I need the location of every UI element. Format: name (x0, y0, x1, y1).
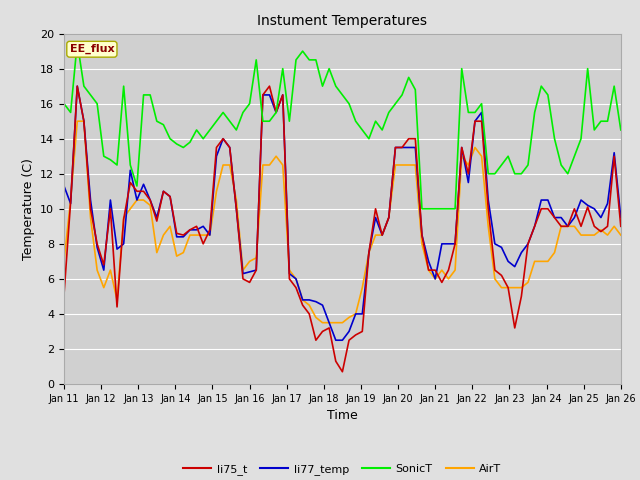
SonicT (232, 127, 240, 133)
Line: AirT: AirT (64, 121, 621, 323)
Title: Instument Temperatures: Instument Temperatures (257, 14, 428, 28)
li75_t (232, 206, 240, 212)
AirT (597, 227, 605, 233)
li77_temp (232, 206, 240, 212)
li75_t (60, 292, 68, 298)
Line: SonicT: SonicT (64, 42, 621, 209)
AirT (159, 232, 167, 238)
Y-axis label: Temperature (C): Temperature (C) (22, 158, 35, 260)
li77_temp (239, 271, 247, 276)
SonicT (159, 122, 167, 128)
Text: EE_flux: EE_flux (70, 44, 114, 54)
Legend: li75_t, li77_temp, SonicT, AirT: li75_t, li77_temp, SonicT, AirT (179, 460, 506, 480)
AirT (617, 232, 625, 238)
li77_temp (259, 92, 267, 98)
SonicT (259, 118, 267, 124)
Line: li77_temp: li77_temp (64, 86, 621, 340)
li77_temp (159, 188, 167, 194)
SonicT (60, 101, 68, 107)
li77_temp (74, 84, 81, 89)
AirT (259, 162, 267, 168)
li75_t (352, 332, 360, 338)
SonicT (239, 109, 247, 115)
Line: li75_t: li75_t (64, 86, 621, 372)
li75_t (339, 369, 346, 374)
AirT (352, 311, 360, 317)
SonicT (617, 127, 625, 133)
X-axis label: Time: Time (327, 409, 358, 422)
SonicT (345, 101, 353, 107)
AirT (74, 118, 81, 124)
AirT (319, 320, 326, 325)
li75_t (159, 188, 167, 194)
SonicT (597, 118, 605, 124)
AirT (60, 258, 68, 264)
li75_t (239, 276, 247, 282)
li77_temp (352, 311, 360, 317)
AirT (232, 197, 240, 203)
li75_t (617, 223, 625, 229)
SonicT (418, 206, 426, 212)
li75_t (259, 92, 267, 98)
li75_t (597, 228, 605, 234)
li77_temp (332, 337, 340, 343)
SonicT (74, 39, 81, 45)
li77_temp (60, 183, 68, 189)
AirT (239, 267, 247, 273)
li77_temp (617, 215, 625, 220)
li75_t (74, 84, 81, 89)
li77_temp (597, 215, 605, 220)
